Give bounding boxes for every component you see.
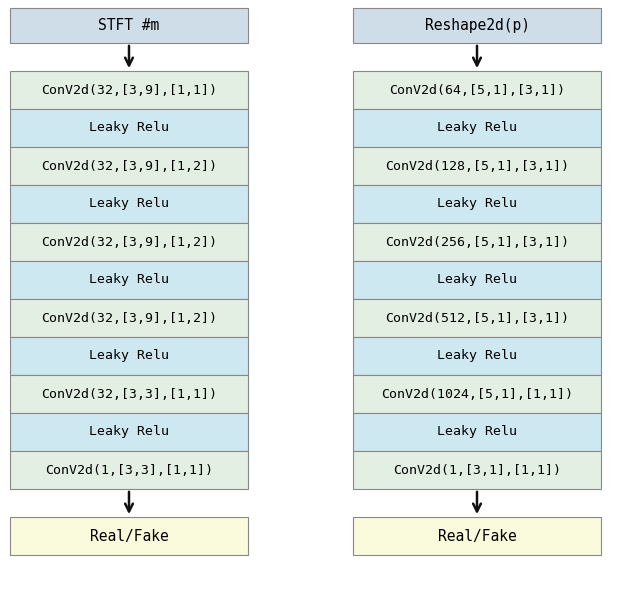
FancyBboxPatch shape	[353, 413, 601, 451]
FancyBboxPatch shape	[10, 185, 248, 223]
FancyBboxPatch shape	[353, 147, 601, 185]
FancyBboxPatch shape	[10, 109, 248, 147]
Text: Leaky Relu: Leaky Relu	[437, 350, 517, 362]
FancyBboxPatch shape	[353, 185, 601, 223]
FancyBboxPatch shape	[353, 337, 601, 375]
FancyBboxPatch shape	[10, 71, 248, 109]
Text: Leaky Relu: Leaky Relu	[437, 426, 517, 438]
FancyBboxPatch shape	[10, 261, 248, 299]
Text: ConV2d(32,[3,9],[1,1]): ConV2d(32,[3,9],[1,1])	[41, 83, 217, 96]
Text: ConV2d(64,[5,1],[3,1]): ConV2d(64,[5,1],[3,1])	[389, 83, 565, 96]
FancyBboxPatch shape	[10, 451, 248, 489]
Text: ConV2d(128,[5,1],[3,1]): ConV2d(128,[5,1],[3,1])	[385, 160, 569, 172]
Text: ConV2d(32,[3,9],[1,2]): ConV2d(32,[3,9],[1,2])	[41, 312, 217, 324]
FancyBboxPatch shape	[353, 223, 601, 261]
FancyBboxPatch shape	[10, 8, 248, 43]
FancyBboxPatch shape	[10, 223, 248, 261]
Text: Leaky Relu: Leaky Relu	[89, 121, 169, 134]
Text: ConV2d(32,[3,9],[1,2]): ConV2d(32,[3,9],[1,2])	[41, 160, 217, 172]
FancyBboxPatch shape	[10, 517, 248, 555]
Text: ConV2d(1,[3,3],[1,1]): ConV2d(1,[3,3],[1,1])	[45, 464, 213, 476]
Text: Leaky Relu: Leaky Relu	[437, 198, 517, 210]
FancyBboxPatch shape	[353, 299, 601, 337]
Text: Reshape2d(p): Reshape2d(p)	[424, 18, 529, 33]
FancyBboxPatch shape	[10, 299, 248, 337]
FancyBboxPatch shape	[353, 261, 601, 299]
FancyBboxPatch shape	[353, 8, 601, 43]
Text: ConV2d(32,[3,3],[1,1]): ConV2d(32,[3,3],[1,1])	[41, 388, 217, 400]
Text: Leaky Relu: Leaky Relu	[89, 274, 169, 286]
FancyBboxPatch shape	[10, 413, 248, 451]
FancyBboxPatch shape	[353, 451, 601, 489]
Text: ConV2d(256,[5,1],[3,1]): ConV2d(256,[5,1],[3,1])	[385, 236, 569, 248]
FancyBboxPatch shape	[10, 375, 248, 413]
FancyBboxPatch shape	[10, 337, 248, 375]
Text: Real/Fake: Real/Fake	[438, 528, 516, 543]
Text: Leaky Relu: Leaky Relu	[437, 274, 517, 286]
Text: Real/Fake: Real/Fake	[90, 528, 168, 543]
Text: Leaky Relu: Leaky Relu	[89, 426, 169, 438]
FancyBboxPatch shape	[10, 147, 248, 185]
Text: ConV2d(32,[3,9],[1,2]): ConV2d(32,[3,9],[1,2])	[41, 236, 217, 248]
Text: ConV2d(1024,[5,1],[1,1]): ConV2d(1024,[5,1],[1,1])	[381, 388, 573, 400]
FancyBboxPatch shape	[353, 109, 601, 147]
Text: ConV2d(512,[5,1],[3,1]): ConV2d(512,[5,1],[3,1])	[385, 312, 569, 324]
Text: Leaky Relu: Leaky Relu	[89, 198, 169, 210]
Text: Leaky Relu: Leaky Relu	[89, 350, 169, 362]
Text: Leaky Relu: Leaky Relu	[437, 121, 517, 134]
Text: STFT #m: STFT #m	[99, 18, 159, 33]
FancyBboxPatch shape	[353, 517, 601, 555]
Text: ConV2d(1,[3,1],[1,1]): ConV2d(1,[3,1],[1,1])	[393, 464, 561, 476]
FancyBboxPatch shape	[353, 375, 601, 413]
FancyBboxPatch shape	[353, 71, 601, 109]
